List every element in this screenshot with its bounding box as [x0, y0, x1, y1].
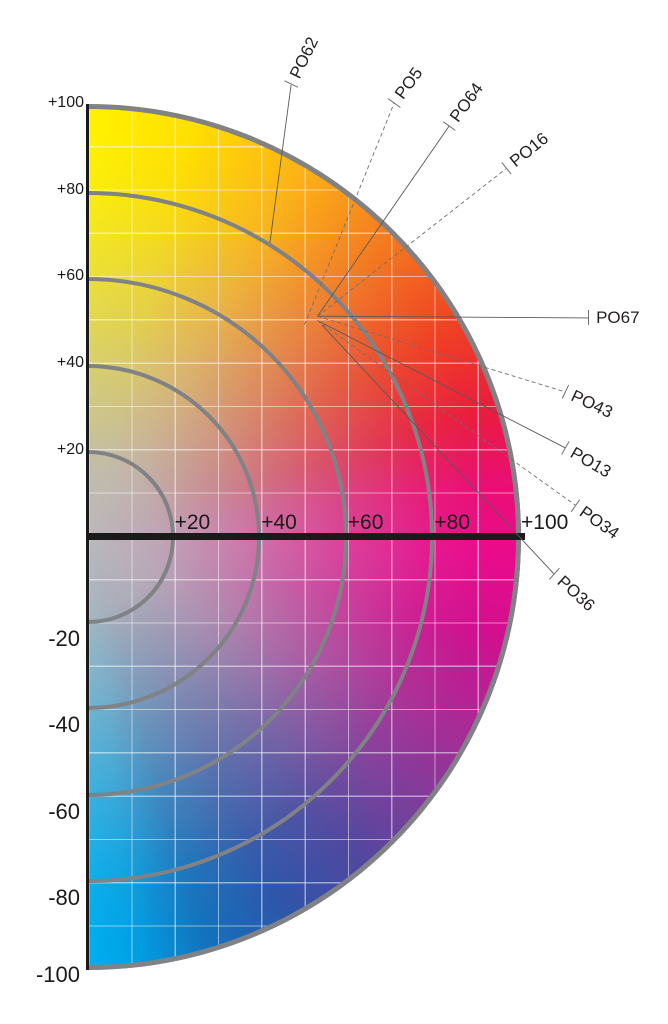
x-axis-tick-label: +60: [347, 511, 384, 534]
y-axis-tick-label: -60: [48, 798, 80, 824]
a-axis-line: [88, 533, 525, 540]
y-axis-tick-label: +20: [56, 440, 84, 458]
b-axis-line: [86, 104, 89, 970]
y-axis-tick-label: -40: [48, 712, 80, 738]
y-axis-tick-label: -80: [48, 885, 80, 911]
x-axis-tick-label: +100: [521, 511, 569, 534]
y-axis-tick-label: -20: [48, 625, 80, 651]
x-axis-tick-label: +40: [261, 511, 297, 534]
x-axis-tick-label: +20: [174, 511, 211, 534]
y-axis-tick-label: +40: [56, 354, 84, 371]
y-axis-tick-label: +80: [56, 180, 84, 198]
y-axis-tick-label: +100: [47, 94, 84, 112]
y-axis-tick-label: -100: [35, 961, 80, 987]
x-axis-tick-label: +80: [434, 511, 471, 534]
y-axis-tick-label: +60: [56, 267, 84, 285]
pigment-label-po67: PO67: [588, 309, 640, 326]
